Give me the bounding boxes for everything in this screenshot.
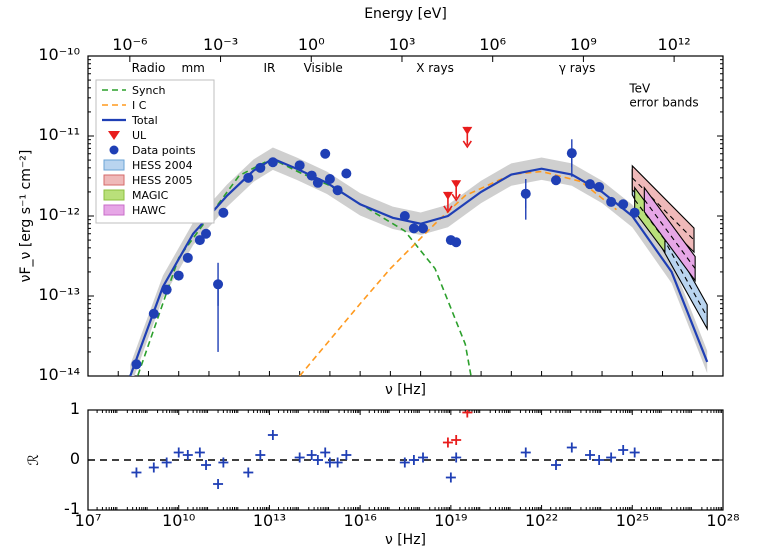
data-point [606,197,616,207]
legend-label: HESS 2004 [132,159,193,172]
data-point [218,208,228,218]
legend-label: HESS 2005 [132,174,193,187]
ytick-label: 10⁻¹¹ [38,125,80,144]
resid-ytick: 1 [70,399,80,418]
ytick-label: 10⁻¹⁴ [38,365,80,384]
total-curve [130,159,707,376]
tev-note-1: TeV [628,81,651,95]
legend-label: UL [132,129,147,142]
data-point [521,189,531,199]
data-point [409,223,419,233]
data-point [201,229,211,239]
ytick-label: 10⁻¹⁰ [38,45,80,64]
data-point [295,160,305,170]
energy-tick-label: 10⁰ [298,35,325,54]
energy-tick-label: 10⁻³ [203,35,238,54]
resid-ytick: 0 [70,449,80,468]
ytick-label: 10⁻¹³ [38,285,80,304]
ytick-label: 10⁻¹² [38,205,80,224]
data-point [162,285,172,295]
data-point [333,185,343,195]
data-point [183,253,193,263]
band-label: mm [181,61,204,75]
data-point [268,157,278,167]
legend-label: Synch [132,84,166,97]
band-label: X rays [416,61,454,75]
mid-xlabel: ν [Hz] [385,382,426,398]
data-point [255,163,265,173]
data-point [174,271,184,281]
total-band [130,148,707,388]
resid-xtick: 10¹³ [253,511,286,530]
data-point [131,359,141,369]
resid-xtick: 10⁷ [75,511,102,530]
resid-xtick: 10²² [525,511,558,530]
bottom-ylabel: ℛ [26,454,42,465]
legend-label: I C [132,99,147,112]
data-point [630,208,640,218]
plot-svg: 10⁻¹⁴ 10⁻¹³ 10⁻¹² 10⁻¹¹ 10⁻¹⁰ νF_ν [erg s⁻¹ c… [0,0,762,555]
data-point [585,179,595,189]
data-point [551,175,561,185]
data-point [149,309,159,319]
energy-tick-label: 10¹² [658,35,691,54]
data-point [451,237,461,247]
data-point [341,168,351,178]
sed-figure: { "figure": { "width": 762, "height": 55… [0,0,762,555]
data-point [418,223,428,233]
energy-tick-label: 10⁹ [570,35,597,54]
resid-xtick: 10²⁸ [706,511,739,530]
energy-tick-label: 10⁶ [479,35,506,54]
top-ylabel: νF_ν [erg s⁻¹ cm⁻²] [18,150,34,283]
data-point [243,173,253,183]
data-point [320,149,330,159]
band-label: γ rays [559,61,596,75]
data-point [400,211,410,221]
data-point [594,182,604,192]
energy-tick-label: 10³ [389,35,416,54]
energy-tick-label: 10⁻⁶ [112,35,147,54]
band-label: Visible [304,61,343,75]
resid-xtick: 10¹⁹ [434,511,467,530]
band-label: IR [263,61,275,75]
resid-xtick: 10¹⁰ [162,511,195,530]
legend-label: Total [131,114,158,127]
legend-label: HAWC [132,204,166,217]
data-point [313,178,323,188]
data-point [213,279,223,289]
legend-label: Data points [132,144,196,157]
energy-axis-label: Energy [eV] [364,6,447,22]
data-point [618,199,628,209]
data-point [567,148,577,158]
resid-xtick: 10²⁵ [616,511,649,530]
resid-xtick: 10¹⁶ [344,511,377,530]
legend-label: MAGIC [132,189,169,202]
tev-note-2: error bands [629,95,698,109]
bottom-plot-area [88,408,723,490]
bottom-xlabel: ν [Hz] [385,532,426,548]
band-label: Radio [132,61,166,75]
data-point [325,174,335,184]
